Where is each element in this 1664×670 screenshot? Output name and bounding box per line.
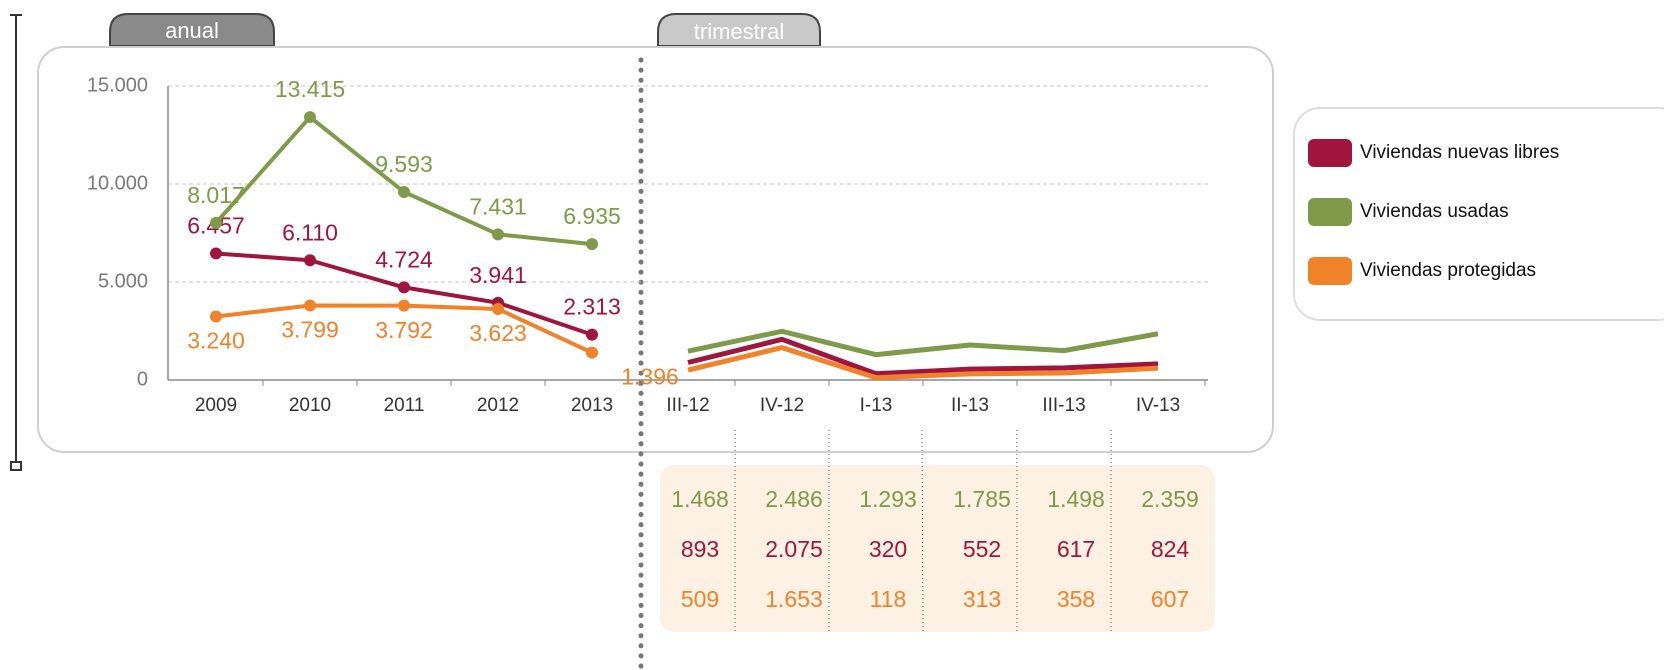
series-line	[687, 336, 1159, 377]
y-tick-label: 10.000	[87, 172, 148, 194]
x-tick-label: III-12	[666, 395, 709, 416]
table-cell: 1.785	[953, 486, 1011, 512]
table-cell: 2.359	[1141, 486, 1199, 512]
point	[210, 310, 222, 323]
panel	[37, 46, 1274, 453]
table-sep	[921, 429, 924, 633]
point	[398, 299, 410, 312]
point	[586, 346, 598, 359]
x-tick-label: IV-12	[760, 395, 804, 416]
table-cell: 1.653	[765, 586, 823, 612]
point	[304, 111, 316, 124]
legend-box	[1293, 107, 1664, 321]
data-label: 1.396	[621, 364, 679, 390]
x-tick-label: 2013	[571, 395, 613, 416]
point	[492, 228, 504, 241]
point	[492, 302, 504, 315]
table-cell: 118	[870, 586, 907, 612]
data-label: 2.313	[563, 294, 621, 320]
x-tick-label: 2011	[384, 395, 425, 416]
tab-anual[interactable]	[109, 13, 275, 47]
point	[586, 328, 598, 341]
legend-swatch	[1308, 198, 1352, 226]
legend-label: Viviendas protegidas	[1360, 260, 1536, 281]
tab-trimestral[interactable]	[657, 13, 821, 47]
data-label: 9.593	[375, 151, 433, 177]
table-bg	[660, 465, 1215, 632]
table-cell: 1.498	[1047, 486, 1105, 512]
point	[210, 247, 222, 260]
decor	[10, 13, 1664, 670]
point	[304, 299, 316, 312]
table-cell: 1.293	[859, 486, 917, 512]
y-tick-label: 15.000	[87, 74, 148, 96]
legend-label: Viviendas nuevas libres	[1360, 142, 1559, 163]
x-tick-label: 2010	[289, 395, 331, 416]
tab-label[interactable]: trimestral	[694, 19, 784, 44]
data-label: 6.110	[282, 219, 338, 245]
legend-swatch	[1308, 257, 1352, 285]
x-tick-label: I-13	[860, 395, 893, 416]
y-tick-label: 0	[137, 368, 148, 390]
legend-swatch	[1308, 139, 1352, 167]
point	[398, 281, 410, 294]
data-label: 4.724	[375, 246, 433, 272]
point	[398, 185, 410, 198]
bracket	[10, 461, 22, 471]
table-cell: 509	[681, 586, 719, 612]
table-cell: 313	[963, 586, 1001, 612]
table-cell: 607	[1151, 586, 1189, 612]
x-tick-label: II-13	[951, 395, 989, 416]
data-label: 3.623	[469, 320, 527, 346]
table-cell: 358	[1057, 586, 1095, 612]
x-tick-label: 2012	[477, 395, 519, 416]
data-label: 3.240	[187, 328, 245, 354]
tab-label[interactable]: anual	[165, 18, 219, 43]
point	[304, 254, 316, 267]
x-tick-label: IV-13	[1136, 395, 1180, 416]
table-cell: 552	[963, 536, 1001, 562]
legend-label: Viviendas usadas	[1360, 201, 1509, 222]
point	[210, 216, 222, 229]
table-cell: 320	[869, 536, 907, 562]
series-line	[687, 328, 1159, 358]
data-label: 3.799	[281, 317, 339, 343]
data-label: 3.792	[375, 317, 433, 343]
x-tick-label: III-13	[1042, 395, 1085, 416]
point	[586, 238, 598, 251]
table-cell: 617	[1057, 536, 1095, 562]
data-label: 8.017	[187, 182, 245, 208]
data-label: 7.431	[469, 193, 527, 219]
data-label: 6.935	[563, 203, 621, 229]
table-cell: 2.075	[765, 536, 823, 562]
data-label: 13.415	[275, 76, 345, 102]
x-tick-label: 2009	[195, 395, 237, 416]
y-tick-label: 5.000	[98, 270, 148, 292]
table-cell: 893	[681, 536, 719, 562]
data-label: 3.941	[469, 262, 527, 288]
series-line	[687, 345, 1159, 381]
table-cell: 1.468	[671, 486, 729, 512]
table-cell: 824	[1151, 536, 1190, 562]
table-cell: 2.486	[765, 486, 823, 512]
